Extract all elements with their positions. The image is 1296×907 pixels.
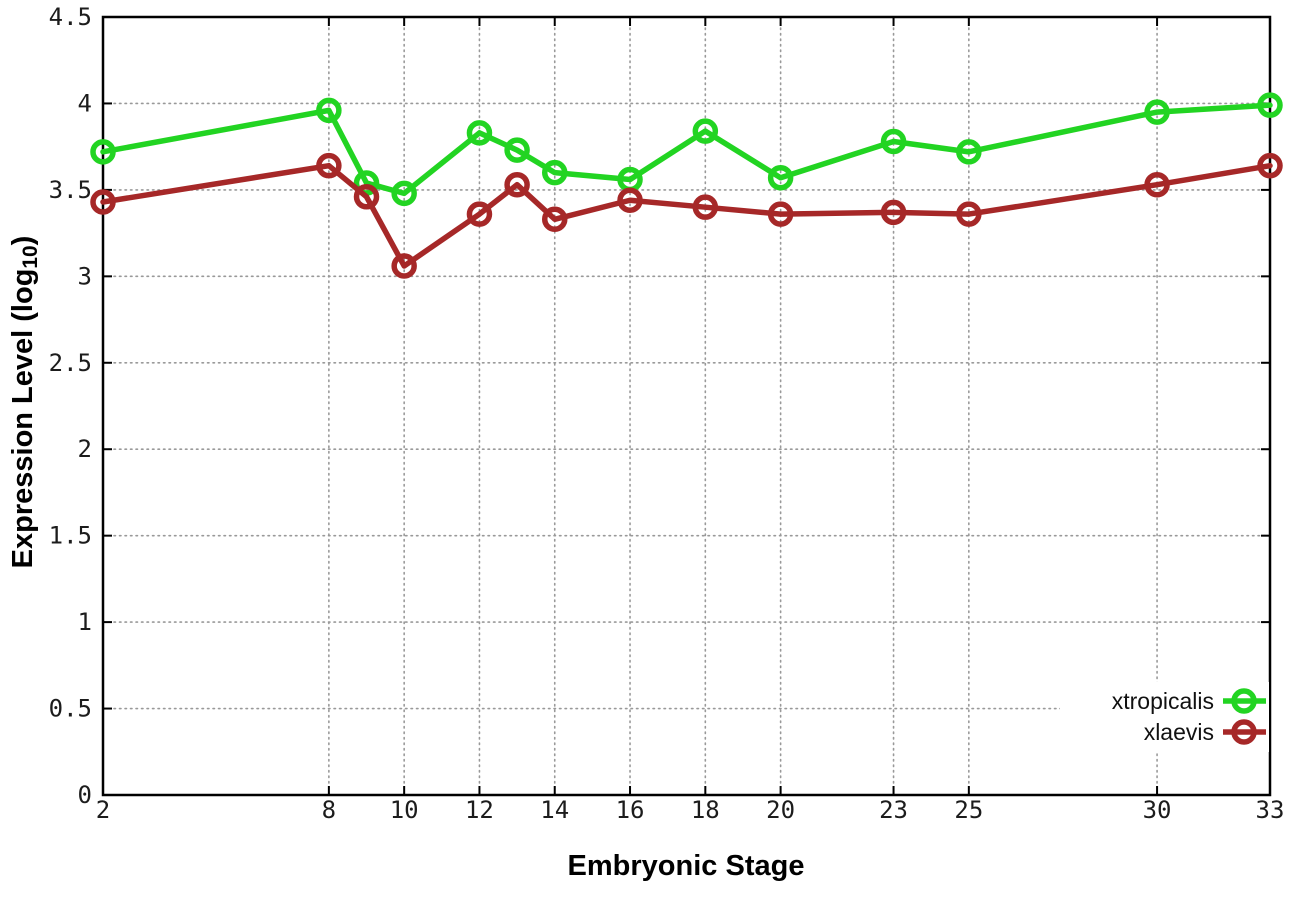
y-tick-label: 4 [78,89,92,117]
data-point-xlaevis [617,187,643,214]
y-tick-label: 0 [78,781,92,809]
x-tick-label: 25 [954,796,983,824]
legend-label-xlaevis: xlaevis [1144,719,1214,745]
y-tick-label: 1.5 [49,522,92,550]
data-point-xtropicalis [466,120,493,146]
y-axis-title-text: Expression Level (log [7,268,39,569]
y-axis-title-close: ) [7,235,39,246]
y-tick-label: 3.5 [49,176,92,204]
data-point-xlaevis [391,253,417,279]
y-tick-label: 3 [78,262,92,290]
x-tick-label: 33 [1256,796,1285,824]
x-tick-label: 14 [540,796,569,824]
y-tick-label: 0.5 [49,695,92,723]
data-point-xlaevis [504,171,530,198]
data-point-xtropicalis [956,139,982,165]
x-tick-label: 2 [96,796,110,824]
data-point-xtropicalis [1144,99,1170,125]
x-tick-label: 18 [691,796,720,824]
data-point-xlaevis [692,194,719,220]
data-point-xtropicalis [767,165,794,191]
x-tick-label: 12 [465,796,494,824]
data-point-xtropicalis [90,139,116,165]
x-tick-label: 16 [616,796,645,824]
data-point-xlaevis [316,152,342,179]
legend-label-xtropicalis: xtropicalis [1112,688,1214,714]
data-point-xlaevis [353,184,380,210]
data-point-xtropicalis [504,137,530,163]
data-point-xlaevis [466,201,493,227]
data-point-xlaevis [880,199,907,226]
x-tick-label: 10 [390,796,419,824]
data-point-xtropicalis [880,128,907,155]
data-point-xtropicalis [1257,92,1283,118]
series-line-xtropicalis [100,102,1273,197]
data-point-xtropicalis [541,159,568,186]
data-point-xlaevis [1257,152,1283,179]
data-point-xlaevis [541,206,568,233]
data-point-xtropicalis [353,170,380,196]
y-axis-title: Expression Level (log10) [3,152,43,652]
legend-marker-xtropicalis [1231,688,1257,714]
data-point-xtropicalis [692,118,719,144]
data-point-xlaevis [1144,171,1170,198]
x-tick-label: 23 [879,796,908,824]
series-line-xlaevis [100,162,1273,269]
data-point-xlaevis [90,189,116,215]
data-point-xlaevis [956,201,982,227]
plot-border [101,15,1272,797]
y-axis-title-subscript: 10 [19,245,43,269]
x-axis-title: Embryonic Stage [567,850,805,882]
data-point-xtropicalis [391,180,417,207]
legend-marker-xlaevis [1231,719,1257,745]
y-tick-label: 4.5 [49,3,92,31]
data-point-xlaevis [767,201,794,227]
x-tick-label: 30 [1143,796,1172,824]
y-tick-label: 2.5 [49,349,92,377]
x-tick-label: 8 [322,796,336,824]
data-point-xtropicalis [316,97,342,124]
x-tick-label: 20 [766,796,795,824]
y-tick-label: 1 [78,608,92,636]
y-tick-label: 2 [78,435,92,463]
